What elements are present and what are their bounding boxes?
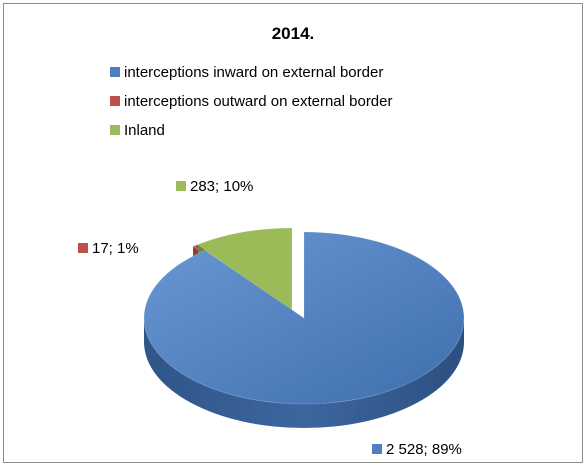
data-label-swatch-inland	[176, 181, 186, 191]
pie-slice-top-inland	[196, 227, 293, 315]
legend-item-inland: Inland	[110, 122, 165, 139]
legend-swatch-inward	[110, 67, 120, 77]
legend-label-inward: interceptions inward on external border	[124, 64, 384, 81]
legend-item-outward: interceptions outward on external border	[110, 93, 393, 110]
chart-frame: 2014. interceptions inward on external b…	[3, 3, 583, 463]
data-label-inward: 2 528; 89%	[372, 441, 462, 458]
data-label-inland: 283; 10%	[176, 178, 253, 195]
pie-chart-svg	[143, 227, 465, 428]
data-label-swatch-outward	[78, 243, 88, 253]
data-label-text-inward: 2 528; 89%	[386, 441, 462, 458]
data-label-outward: 17; 1%	[78, 240, 139, 257]
legend-label-outward: interceptions outward on external border	[124, 93, 393, 110]
chart-title: 2014.	[271, 24, 315, 43]
pie-slice-top-inward	[143, 231, 465, 405]
pie-slice-inward	[143, 231, 465, 428]
data-label-text-inland: 283; 10%	[190, 178, 254, 195]
legend-swatch-outward	[110, 96, 120, 106]
data-label-swatch-inward	[372, 444, 382, 454]
data-label-text-outward: 17; 1%	[92, 240, 139, 257]
pie-slice-side-inward	[144, 318, 464, 428]
legend-item-inward: interceptions inward on external border	[110, 64, 383, 81]
legend-swatch-inland	[110, 125, 120, 135]
legend-label-inland: Inland	[124, 122, 165, 139]
